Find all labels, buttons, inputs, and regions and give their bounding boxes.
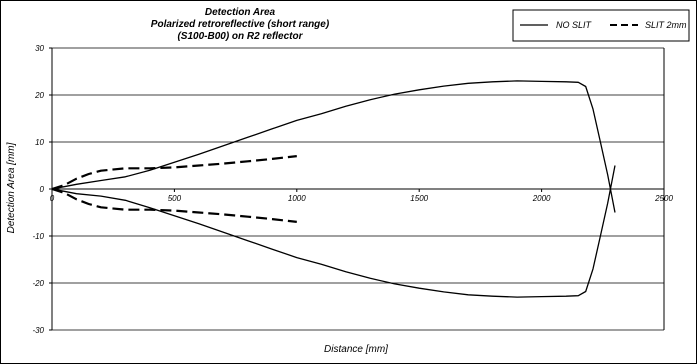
- y-tick-label: 20: [34, 91, 44, 100]
- y-tick-label: -20: [32, 279, 44, 288]
- x-tick-label: 2500: [654, 194, 673, 203]
- axes: [51, 48, 665, 330]
- legend-label-no-slit: NO SLIT: [556, 20, 593, 30]
- y-tick-label: 0: [40, 185, 45, 194]
- x-tick-label: 2000: [532, 194, 551, 203]
- legend-label-slit-2mm: SLIT 2mm: [645, 20, 687, 30]
- series-group: [51, 80, 616, 298]
- series-no-slit-upper: [51, 80, 616, 213]
- series-slit-2mm-upper: [51, 155, 297, 191]
- x-tick-label: 0: [50, 194, 55, 203]
- x-tick-labels: 0 500 1000 1500 2000 2500: [50, 189, 673, 203]
- y-tick-labels: -30 -20 -10 0 10 20 30: [32, 44, 52, 335]
- y-tick-label: 10: [35, 138, 44, 147]
- series-slit-2mm-lower: [51, 187, 297, 223]
- x-tick-label: 500: [168, 194, 182, 203]
- chart-title: Detection Area Polarized retroreflective…: [151, 7, 330, 42]
- y-axis-label: Detection Area [mm]: [6, 142, 17, 233]
- x-tick-label: 1500: [410, 194, 428, 203]
- x-tick-label: 1000: [288, 194, 306, 203]
- chart-title-line-1: Detection Area: [205, 7, 276, 18]
- chart-title-line-3: (S100-B00) on R2 reflector: [177, 31, 303, 42]
- y-tick-label: 30: [35, 44, 44, 53]
- x-axis-label: Distance [mm]: [324, 344, 388, 355]
- y-tick-label: -10: [32, 232, 44, 241]
- chart-title-line-2: Polarized retroreflective (short range): [151, 19, 330, 30]
- y-tick-label: -30: [32, 326, 44, 335]
- legend: NO SLIT SLIT 2mm: [512, 9, 690, 42]
- series-no-slit-lower: [51, 165, 616, 298]
